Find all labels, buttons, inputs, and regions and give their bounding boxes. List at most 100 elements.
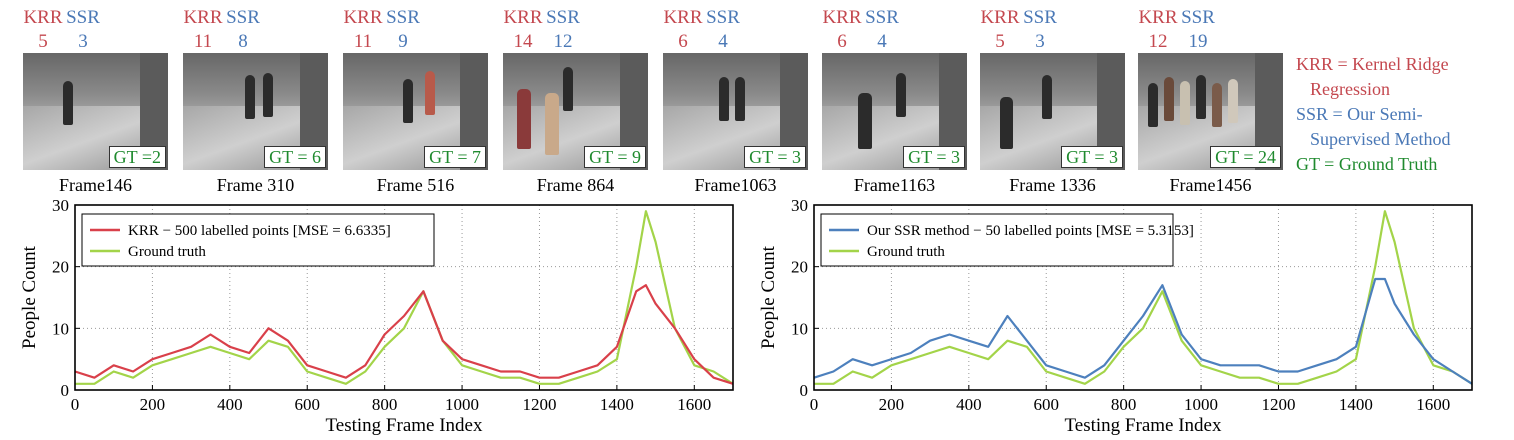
x-axis-label: Testing Frame Index	[1065, 415, 1222, 436]
ssr-label: SSR	[66, 7, 100, 28]
gt-label: GT = 3	[903, 146, 965, 168]
krr-label: KRR	[183, 7, 223, 28]
count-labels: KRR SSR 14 12	[503, 6, 648, 52]
frame-name: Frame146	[59, 175, 132, 195]
y-tick-label: 20	[52, 258, 69, 277]
frame-thumbnail: GT = 9	[503, 53, 648, 170]
ssr-label: SSR	[546, 7, 580, 28]
ssr-label: SSR	[386, 7, 420, 28]
krr-label: KRR	[822, 7, 862, 28]
count-labels: KRR SSR 5 3	[980, 6, 1125, 52]
chart-1: 0 200 400 600 800 1000 1200 1400 1600 0 10 20 30 Test…	[19, 196, 734, 436]
x-tick-label: 1200	[1261, 395, 1295, 414]
ssr-label: SSR	[1181, 7, 1215, 28]
frame-strip: KRR SSR 5 3 GT =2 Frame146 KRR SSR 11 8 …	[0, 0, 1514, 200]
ssr-count: 4	[877, 31, 887, 52]
frame-name: Frame 516	[376, 175, 455, 195]
y-axis-label: People Count	[19, 245, 40, 349]
series-line	[75, 210, 734, 385]
gt-label: GT = 3	[1061, 146, 1123, 168]
krr-count: 6	[678, 31, 688, 52]
legend-label: Our SSR method − 50 labelled points [MSE…	[867, 223, 1194, 239]
y-tick-label: 10	[52, 319, 69, 338]
gt-label: GT =2	[108, 146, 166, 168]
krr-count: 5	[38, 31, 48, 52]
x-tick-label: 1600	[677, 395, 711, 414]
gt-note: GT = Ground Truth	[1296, 154, 1438, 174]
x-tick-label: 1400	[1339, 395, 1373, 414]
count-labels: KRR SSR 11 9	[343, 6, 488, 52]
krr-note-line1: KRR = Kernel Ridge	[1296, 54, 1449, 74]
krr-label: KRR	[980, 7, 1020, 28]
ssr-count: 8	[238, 31, 248, 52]
krr-count: 5	[995, 31, 1005, 52]
ssr-label: SSR	[706, 7, 740, 28]
frame-name: Frame1163	[853, 175, 936, 195]
x-axis-label: Testing Frame Index	[326, 415, 483, 436]
x-tick-label: 1600	[1416, 395, 1450, 414]
series-line	[814, 210, 1473, 385]
plot-frame	[813, 204, 1473, 391]
x-tick-label: 1000	[445, 395, 479, 414]
x-tick-label: 400	[956, 395, 982, 414]
y-tick-label: 0	[61, 381, 70, 400]
chart-2: 0 200 400 600 800 1000 1200 1400 1600 0 10 20 30 Test…	[758, 196, 1473, 436]
x-tick-label: 400	[217, 395, 243, 414]
krr-label: KRR	[663, 7, 703, 28]
x-tick-label: 1000	[1184, 395, 1218, 414]
frame-name: Frame1063	[694, 175, 777, 195]
legend-label: Ground truth	[128, 244, 206, 260]
frame-thumbnail: GT = 24	[1138, 53, 1283, 170]
krr-count: 12	[1148, 31, 1168, 52]
count-labels: KRR SSR 6 4	[822, 6, 967, 52]
legend-label: KRR − 500 labelled points [MSE = 6.6335]	[128, 223, 391, 239]
x-tick-label: 1400	[600, 395, 634, 414]
gt-label: GT = 7	[424, 146, 486, 168]
x-tick-label: 0	[810, 395, 819, 414]
y-tick-label: 0	[800, 381, 809, 400]
frame-thumbnail: GT = 3	[980, 53, 1125, 170]
series-line	[813, 277, 1473, 385]
ssr-label: SSR	[1023, 7, 1057, 28]
krr-label: KRR	[503, 7, 543, 28]
y-axis-label: People Count	[758, 245, 779, 349]
krr-label: KRR	[23, 7, 63, 28]
legend-box	[820, 213, 1174, 267]
ssr-note-line1: SSR = Our Semi-	[1296, 104, 1423, 124]
x-tick-label: 0	[71, 395, 80, 414]
ssr-label: SSR	[226, 7, 260, 28]
ssr-count: 4	[718, 31, 728, 52]
frame-name: Frame 310	[216, 175, 295, 195]
count-labels: KRR SSR 11 8	[183, 6, 328, 52]
plot-frame	[74, 204, 734, 391]
y-tick-label: 20	[791, 258, 808, 277]
x-tick-label: 600	[294, 395, 320, 414]
gt-label: GT = 3	[744, 146, 806, 168]
frame-name: Frame 864	[536, 175, 615, 195]
gt-label: GT = 6	[264, 146, 326, 168]
ssr-count: 19	[1188, 31, 1208, 52]
frame-name: Frame1456	[1169, 175, 1252, 195]
krr-note-line2: Regression	[1310, 79, 1390, 99]
ssr-label: SSR	[865, 7, 899, 28]
frame-thumbnail: GT = 6	[183, 53, 328, 170]
x-tick-label: 800	[1111, 395, 1137, 414]
count-labels: KRR SSR 6 4	[663, 6, 808, 52]
x-tick-label: 1200	[522, 395, 556, 414]
legend-label: Ground truth	[867, 244, 945, 260]
x-tick-label: 200	[879, 395, 905, 414]
krr-count: 11	[353, 31, 373, 52]
krr-count: 6	[837, 31, 847, 52]
frame-thumbnail: GT =2	[23, 53, 168, 170]
x-tick-label: 600	[1033, 395, 1059, 414]
frame-name: Frame 1336	[1009, 175, 1096, 195]
krr-count: 14	[513, 31, 533, 52]
gt-label: GT = 24	[1210, 146, 1281, 168]
frame-thumbnail: GT = 7	[343, 53, 488, 170]
frame-thumbnail: GT = 3	[663, 53, 808, 170]
abbreviation-legend: KRR = Kernel Ridge Regression SSR = Our …	[1296, 52, 1511, 177]
y-tick-label: 30	[791, 196, 808, 215]
x-tick-label: 800	[372, 395, 398, 414]
y-tick-label: 10	[791, 319, 808, 338]
